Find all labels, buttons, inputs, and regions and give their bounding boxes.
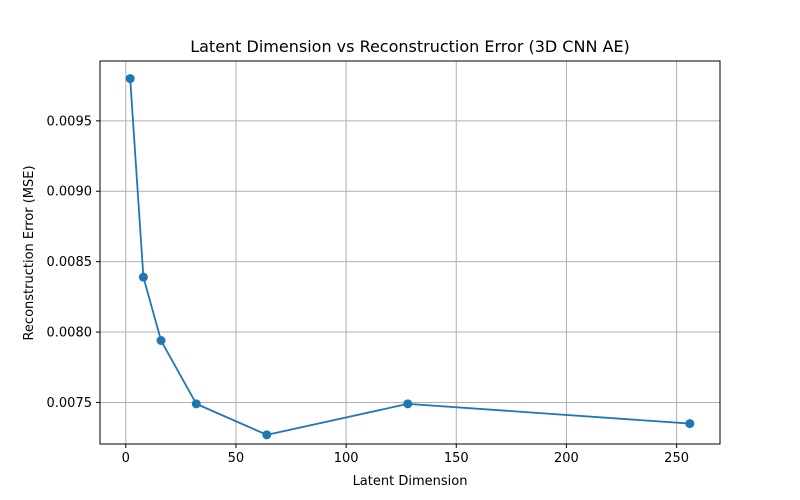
grid-lines	[100, 61, 720, 444]
data-point	[403, 399, 413, 409]
data-point	[262, 430, 272, 440]
x-axis-ticks: 0 50 100 150 200 250	[122, 444, 689, 466]
data-point	[125, 74, 135, 84]
y-axis-label: Reconstruction Error (MSE)	[22, 165, 37, 340]
y-tick-label: 0.0085	[47, 255, 93, 270]
data-point	[191, 399, 201, 409]
axes-frame	[99, 60, 721, 445]
y-tick-label: 0.0090	[47, 185, 93, 200]
data-points	[125, 74, 695, 440]
y-axis-ticks: 0.0075 0.0080 0.0085 0.0090 0.0095	[47, 114, 100, 411]
y-tick-label: 0.0080	[47, 326, 93, 341]
data-point	[138, 272, 148, 282]
x-tick-label: 50	[228, 451, 245, 466]
series-line	[129, 77, 691, 436]
x-tick-label: 0	[122, 451, 130, 466]
x-tick-label: 200	[554, 451, 579, 466]
x-tick-label: 150	[444, 451, 469, 466]
x-axis-label: Latent Dimension	[353, 474, 468, 489]
y-tick-label: 0.0095	[47, 114, 93, 129]
x-tick-label: 100	[334, 451, 359, 466]
series-line-layer	[129, 77, 691, 436]
y-tick-label: 0.0075	[47, 396, 93, 411]
data-point	[156, 336, 166, 346]
x-tick-label: 250	[664, 451, 689, 466]
data-point	[685, 419, 695, 429]
chart-title: Latent Dimension vs Reconstruction Error…	[190, 37, 630, 56]
